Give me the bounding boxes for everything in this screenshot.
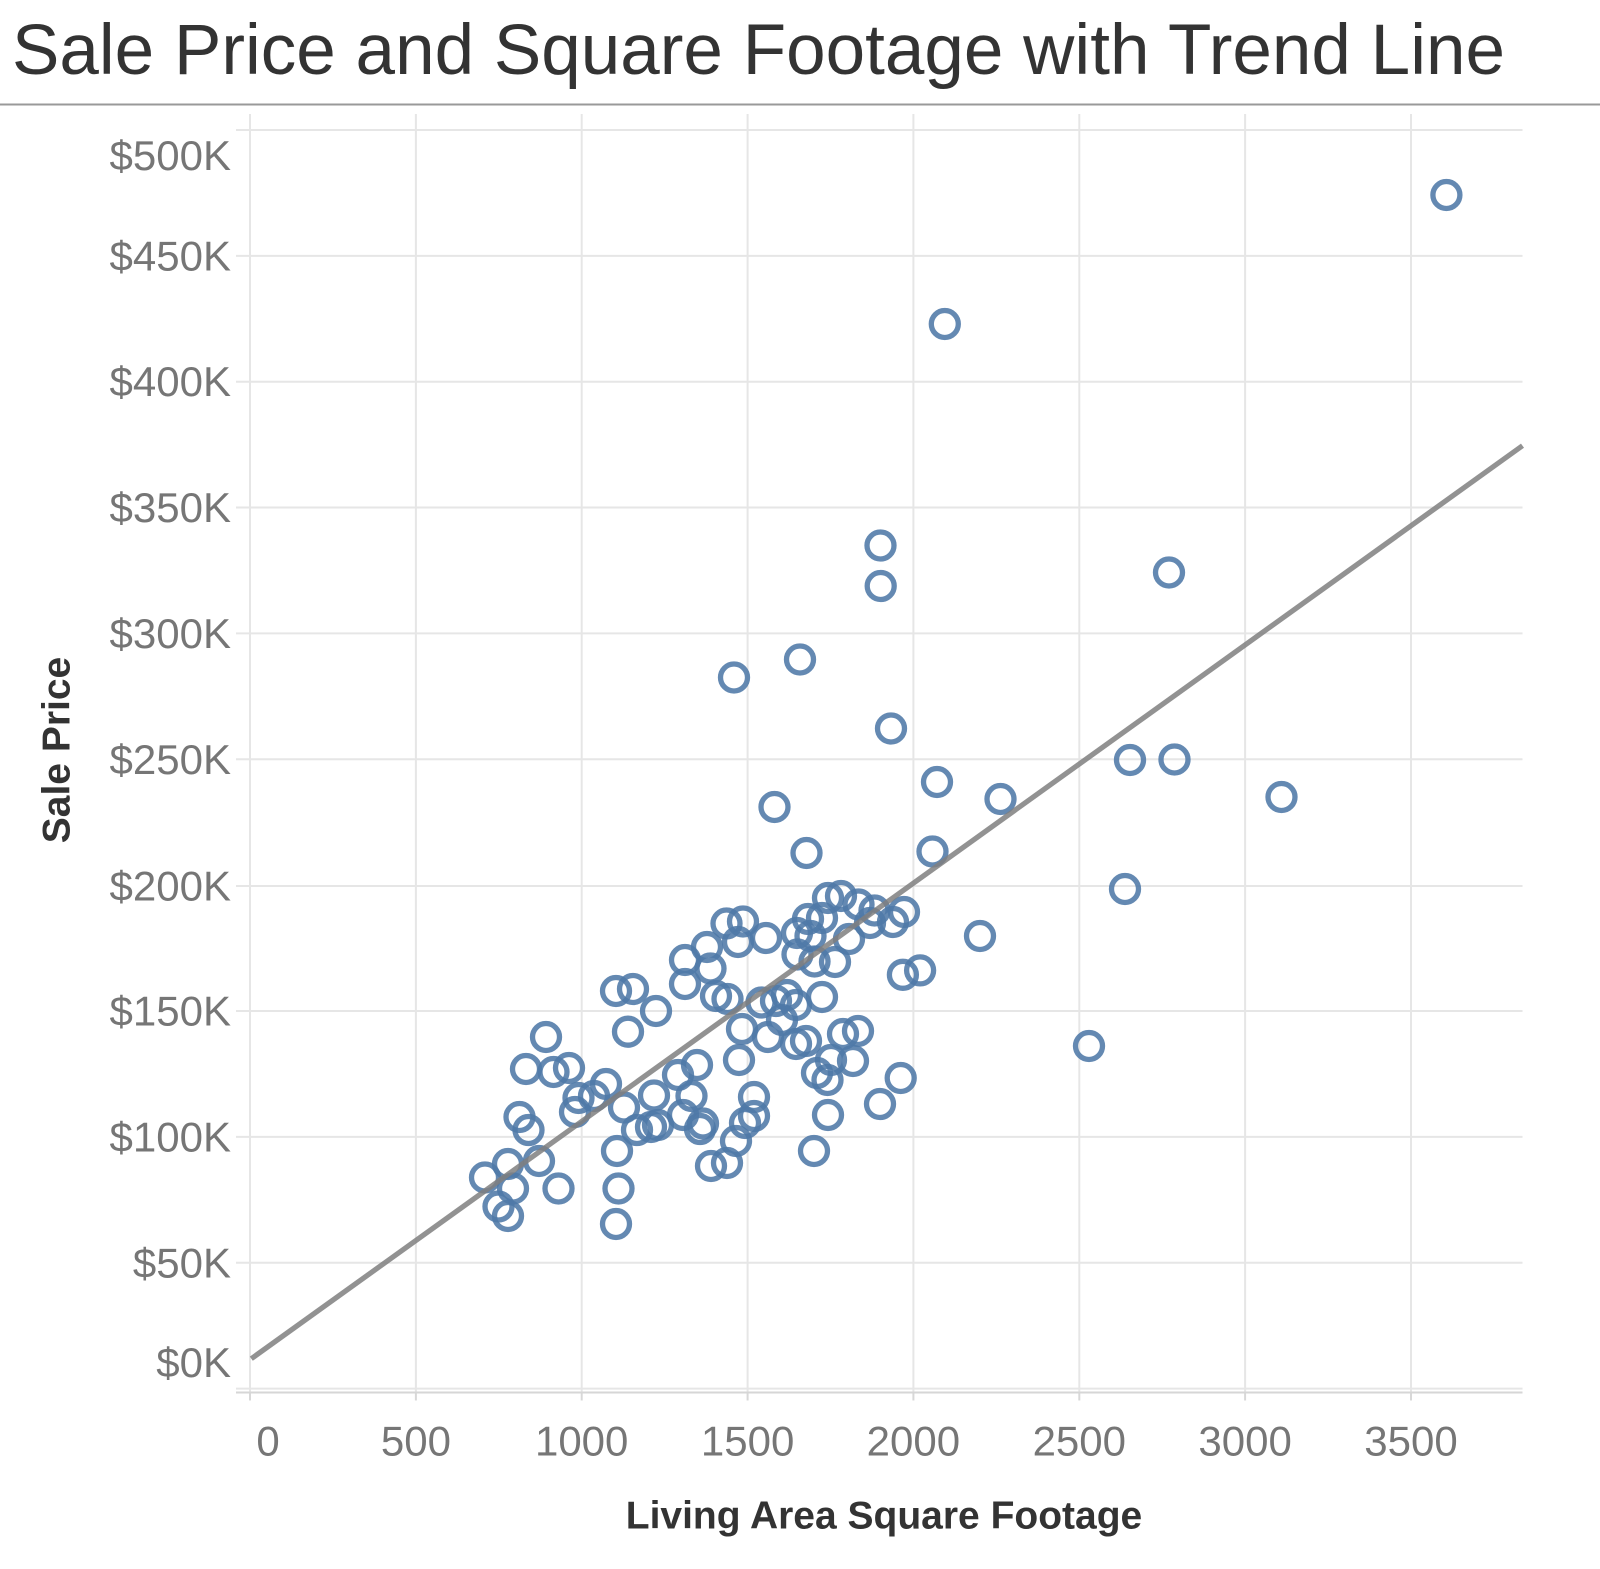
svg-text:$500K: $500K bbox=[110, 132, 231, 179]
svg-text:1000: 1000 bbox=[535, 1418, 628, 1465]
svg-text:$450K: $450K bbox=[110, 232, 231, 279]
svg-text:2500: 2500 bbox=[1033, 1418, 1126, 1465]
svg-text:$150K: $150K bbox=[110, 988, 231, 1035]
svg-text:0: 0 bbox=[256, 1418, 279, 1465]
svg-text:Sale Price: Sale Price bbox=[36, 657, 79, 843]
svg-text:3500: 3500 bbox=[1364, 1418, 1457, 1465]
svg-text:Living Area Square Footage: Living Area Square Footage bbox=[626, 1495, 1142, 1538]
svg-text:$300K: $300K bbox=[110, 610, 231, 657]
svg-text:$200K: $200K bbox=[110, 863, 231, 910]
svg-text:$250K: $250K bbox=[110, 736, 231, 783]
svg-text:500: 500 bbox=[381, 1418, 451, 1465]
svg-text:$50K: $50K bbox=[133, 1239, 231, 1286]
svg-text:$400K: $400K bbox=[110, 358, 231, 405]
svg-text:$0K: $0K bbox=[156, 1339, 231, 1386]
svg-text:Sale Price and Square Footage: Sale Price and Square Footage with Trend… bbox=[12, 11, 1505, 90]
svg-text:$350K: $350K bbox=[110, 484, 231, 531]
svg-text:$100K: $100K bbox=[110, 1113, 231, 1160]
svg-text:1500: 1500 bbox=[701, 1418, 794, 1465]
svg-text:2000: 2000 bbox=[867, 1418, 960, 1465]
svg-text:3000: 3000 bbox=[1198, 1418, 1291, 1465]
